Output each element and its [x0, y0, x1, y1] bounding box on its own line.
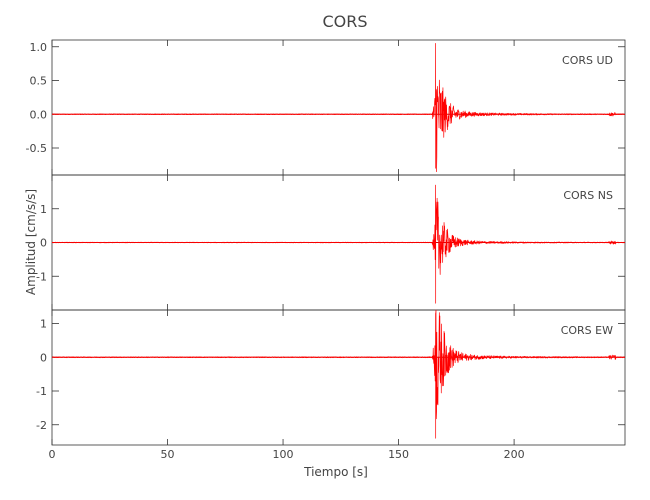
y-tick-label-ud: -0.5: [26, 142, 47, 155]
panel-label-ns: CORS NS: [563, 189, 613, 202]
x-tick-label: 50: [161, 448, 175, 461]
x-tick-label: 0: [49, 448, 56, 461]
x-axis: 0 50 100 150 200: [49, 448, 525, 461]
y-tick-label-ns: 1: [40, 203, 47, 216]
x-axis-label: Tiempo [s]: [303, 465, 368, 479]
y-tick-label-ew: 1: [40, 318, 47, 331]
panel-frame-ew: [51, 309, 626, 446]
panel-label-ud: CORS UD: [562, 54, 613, 67]
y-tick-label-ud: 1.0: [30, 41, 48, 54]
panel-frame-ud: [51, 39, 626, 176]
y-tick-label-ns: -1: [36, 270, 47, 283]
panel-ew: 1 0 -1 -2 CORS EW: [36, 309, 626, 446]
y-tick-label-ew: -1: [36, 385, 47, 398]
panels-group: 1.0 0.5 0.0 -0.5 CORS UD 1 0 -1 CORS NS 1 0 -1 -2 COR…: [26, 39, 626, 446]
panel-label-ew: CORS EW: [561, 324, 613, 337]
x-tick-label: 100: [273, 448, 294, 461]
trace-ud: [51, 43, 625, 173]
y-axis-label: Amplitud [cm/s/s]: [24, 189, 38, 295]
x-tick-label: 200: [504, 448, 525, 461]
trace-ns: [51, 184, 626, 304]
y-tick-label-ud: 0.0: [30, 108, 48, 121]
panel-ud: 1.0 0.5 0.0 -0.5 CORS UD: [26, 39, 626, 176]
y-tick-label-ns: 0: [40, 237, 47, 250]
x-tick-label: 150: [388, 448, 409, 461]
trace-ew: [51, 309, 625, 439]
y-tick-label-ud: 0.5: [30, 75, 48, 88]
y-tick-label-ew: 0: [40, 351, 47, 364]
panel-ns: 1 0 -1 CORS NS: [36, 174, 626, 311]
chart-title: CORS: [322, 12, 367, 31]
y-tick-label-ew: -2: [36, 419, 47, 432]
